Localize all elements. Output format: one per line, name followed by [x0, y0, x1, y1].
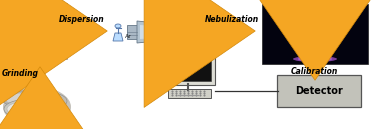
Polygon shape — [137, 21, 185, 43]
FancyBboxPatch shape — [127, 25, 137, 39]
Text: Calibration: Calibration — [291, 67, 338, 75]
Polygon shape — [185, 25, 200, 39]
FancyBboxPatch shape — [262, 4, 368, 64]
Polygon shape — [4, 14, 64, 47]
FancyBboxPatch shape — [1, 3, 67, 59]
Polygon shape — [297, 9, 333, 61]
Ellipse shape — [301, 55, 329, 63]
FancyBboxPatch shape — [167, 88, 211, 98]
Ellipse shape — [11, 109, 69, 125]
FancyBboxPatch shape — [165, 49, 211, 81]
Ellipse shape — [23, 92, 67, 110]
Ellipse shape — [5, 93, 39, 105]
Ellipse shape — [2, 91, 42, 107]
Ellipse shape — [7, 101, 53, 117]
Polygon shape — [113, 33, 123, 41]
Ellipse shape — [16, 26, 52, 40]
FancyBboxPatch shape — [161, 43, 215, 85]
Ellipse shape — [4, 99, 56, 119]
Ellipse shape — [298, 56, 332, 62]
Text: Ar: Ar — [125, 34, 132, 39]
Ellipse shape — [308, 56, 322, 62]
Ellipse shape — [303, 56, 327, 62]
Polygon shape — [311, 23, 319, 47]
Ellipse shape — [4, 0, 64, 19]
Ellipse shape — [15, 111, 65, 123]
Ellipse shape — [115, 24, 121, 28]
FancyBboxPatch shape — [277, 75, 361, 107]
Text: Nebulization: Nebulization — [205, 15, 259, 24]
Text: Detector: Detector — [295, 86, 343, 96]
Polygon shape — [140, 25, 183, 39]
Ellipse shape — [3, 87, 71, 127]
Polygon shape — [307, 17, 323, 53]
Text: Dispersion: Dispersion — [59, 15, 105, 24]
Ellipse shape — [8, 28, 60, 50]
Text: Grinding: Grinding — [2, 68, 39, 78]
Ellipse shape — [293, 56, 337, 62]
Polygon shape — [303, 13, 327, 57]
Ellipse shape — [26, 94, 64, 108]
